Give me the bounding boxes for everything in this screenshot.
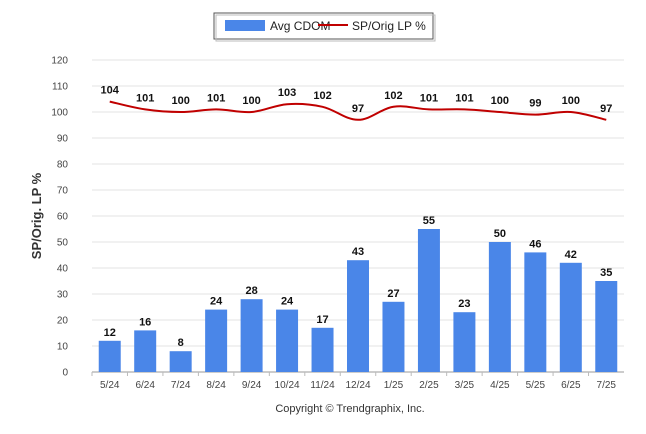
x-tick-label: 1/25 [384,380,404,391]
bar-value-label: 16 [139,316,151,328]
bar-value-label: 8 [178,337,184,349]
bar [98,340,121,372]
copyright-credit: Copyright © Trendgraphix, Inc. [275,403,424,415]
bar [595,281,618,372]
line-value-label: 97 [352,103,364,115]
y-tick-label: 60 [57,212,69,223]
bar-value-label: 24 [281,296,294,308]
line-value-label: 102 [313,90,331,102]
bar-value-label: 17 [316,314,328,326]
y-tick-label: 30 [57,290,69,301]
legend-shadow [215,14,436,42]
x-tick-label: 11/24 [310,380,335,391]
y-axis-title: SP/Orig. LP % [29,172,44,259]
line-value-label: 103 [278,87,296,99]
legend-label-sp-orig-lp: SP/Orig LP % [352,19,426,33]
x-tick-label: 2/25 [419,380,439,391]
bar-value-label: 50 [494,228,506,240]
bar-value-label: 55 [423,215,435,227]
y-tick-label: 90 [57,134,69,145]
bar [311,327,334,372]
bar [488,242,511,372]
bar-series-avg-cdom: 12 16 8 24 28 24 17 43 27 55 23 50 46 42 35 [98,215,618,372]
y-tick-label: 120 [51,56,68,67]
x-tick-label: 12/24 [345,380,370,391]
line-value-label: 100 [242,95,260,107]
bar [205,309,228,372]
line-value-label: 99 [529,98,541,110]
y-tick-label: 0 [62,368,68,379]
y-tick-label: 50 [57,238,69,249]
y-axis: 0 10 20 30 40 50 60 70 80 90 100 110 120 [51,56,68,379]
y-tick-label: 110 [52,82,68,93]
bar [134,330,157,372]
bar-value-label: 46 [529,238,541,250]
y-tick-label: 40 [57,264,69,275]
x-tick-label: 5/24 [100,380,120,391]
bar [453,312,476,372]
x-tick-label: 4/25 [490,380,510,391]
legend-label-avg-cdom: Avg CDOM [270,19,330,33]
bar [240,299,263,372]
x-tick-label: 6/24 [135,380,155,391]
x-tick-label: 10/24 [275,380,300,391]
line-value-label: 101 [207,92,225,104]
x-tick-label: 6/25 [561,380,581,391]
legend: Avg CDOM SP/Orig LP % [213,12,436,42]
line-value-label: 102 [384,90,402,102]
bar-value-label: 23 [458,298,470,310]
y-tick-label: 70 [57,186,69,197]
x-tick-label: 7/24 [171,380,191,391]
legend-swatch-avg-cdom [225,20,265,31]
bar-value-label: 27 [387,288,399,300]
line-value-label: 100 [171,95,189,107]
bar [276,309,299,372]
x-tick-label: 9/24 [242,380,262,391]
bar-value-label: 43 [352,246,364,258]
line-value-label: 100 [562,95,580,107]
y-tick-label: 10 [57,342,69,353]
bar [417,229,440,372]
line-value-label: 101 [455,92,473,104]
line-path [109,100,607,121]
x-tick-label: 7/25 [597,380,617,391]
x-tick-label: 5/25 [526,380,546,391]
x-tick-label: 8/24 [206,380,226,391]
bar [169,351,192,372]
line-value-label: 104 [101,85,120,97]
bar [347,260,369,372]
y-tick-label: 20 [57,316,69,327]
line-value-label: 101 [420,92,438,104]
line-value-label: 97 [600,103,612,115]
y-tick-label: 80 [57,160,69,171]
bar [559,262,582,372]
line-value-label: 100 [491,95,509,107]
bar [382,301,405,372]
bar-value-label: 42 [565,249,577,261]
y-tick-label: 100 [51,108,68,119]
x-axis: 5/24 6/24 7/24 8/24 9/24 10/24 11/24 12/24 1/25 2… [91,372,617,391]
bar-value-label: 35 [600,267,612,279]
line-value-label: 101 [136,92,154,104]
x-tick-label: 3/25 [455,380,475,391]
bar [524,252,547,372]
bar-value-label: 24 [210,296,223,308]
bar-value-label: 12 [104,327,116,339]
bar-value-label: 28 [245,285,257,297]
line-series-sp-orig-lp: 104 101 100 101 100 103 102 97 102 101 101 100 99 100… [101,85,612,121]
